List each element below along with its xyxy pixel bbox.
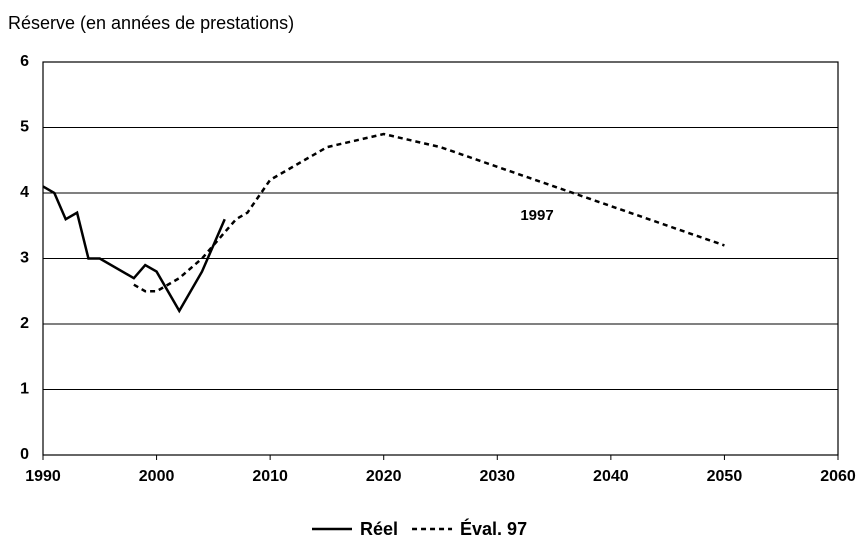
x-tick-label: 2000 [139,468,175,485]
y-tick-label: 2 [20,315,29,332]
series-line [42,185,226,314]
y-tick-label: 5 [20,119,29,136]
legend-label: Réel [360,519,398,539]
y-tick-label: 6 [20,53,29,70]
x-tick-label: 2060 [820,468,856,485]
y-tick-label: 4 [20,184,29,201]
x-tick-label: 1990 [25,468,61,485]
plot-border [42,61,839,456]
x-tick-label: 2050 [707,468,743,485]
y-tick-label: 0 [20,446,29,463]
series-line [133,132,725,293]
x-tick-label: 2030 [479,468,515,485]
x-tick-label: 2010 [252,468,288,485]
x-tick-label: 2020 [366,468,402,485]
chart-title: Réserve (en années de prestations) [8,13,294,33]
annotation: 1997 [520,207,553,224]
legend-label: Éval. 97 [460,518,527,539]
x-tick-label: 2040 [593,468,629,485]
y-tick-label: 1 [20,381,29,398]
y-tick-label: 3 [20,250,29,267]
